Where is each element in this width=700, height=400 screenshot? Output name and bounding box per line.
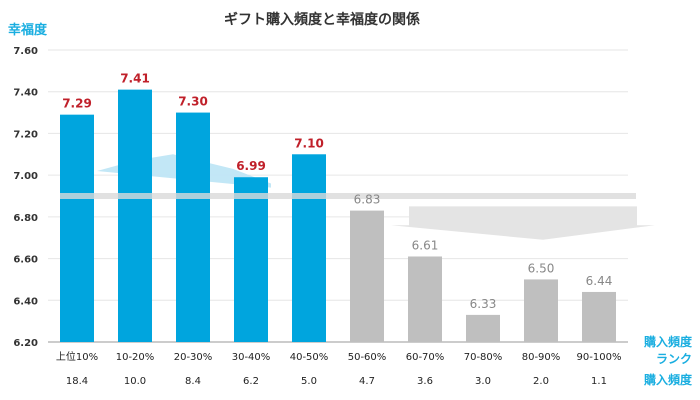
frequency-label: 4.7 (359, 376, 375, 387)
data-label: 6.61 (412, 238, 439, 252)
frequency-labels: 18.4 10.0 8.4 6.2 5.0 4.7 3.6 3.0 2.0 1.1 (66, 376, 607, 387)
bar-10-20% (118, 89, 152, 342)
y-tick-label: 6.80 (13, 213, 38, 224)
bar-90-100% (582, 291, 616, 342)
category-label: 70-80% (464, 352, 503, 363)
data-label: 7.41 (120, 72, 150, 86)
category-labels: 上位10% 10-20% 20-30% 30-40% 40-50% 50-60% 60-70… (56, 350, 622, 363)
y-tick-label: 6.20 (13, 338, 38, 349)
frequency-axis-label: 購入頻度 (643, 372, 693, 387)
data-label: 6.83 (354, 193, 381, 207)
data-label: 7.29 (62, 97, 92, 111)
frequency-label: 2.0 (533, 376, 549, 387)
data-label: 6.99 (236, 159, 266, 173)
frequency-label: 1.1 (591, 376, 607, 387)
frequency-label: 3.6 (417, 376, 433, 387)
chart-title: ギフト購入頻度と幸福度の関係 (224, 11, 420, 28)
y-tick-label: 6.60 (13, 255, 38, 266)
y-axis-label: 幸福度 (8, 22, 48, 38)
data-label: 7.30 (178, 95, 208, 109)
y-tick-label: 7.00 (13, 171, 38, 182)
average-band (60, 193, 636, 199)
data-label: 6.44 (586, 274, 613, 288)
rank-axis-label-line2: ランク (656, 352, 692, 366)
category-label: 80-90% (522, 352, 561, 363)
data-label: 6.50 (528, 261, 555, 275)
category-label: 60-70% (406, 352, 445, 363)
bars (60, 89, 616, 343)
frequency-label: 6.2 (243, 376, 259, 387)
category-label: 10-20% (116, 352, 155, 363)
category-label: 30-40% (232, 352, 271, 363)
data-label: 6.33 (470, 297, 497, 311)
bar-上位10% (60, 114, 94, 343)
y-ticks: 6.20 6.40 6.60 6.80 7.00 7.20 7.40 7.60 (13, 46, 38, 349)
frequency-label: 8.4 (185, 376, 201, 387)
y-tick-label: 7.40 (13, 88, 38, 99)
frequency-label: 10.0 (124, 376, 146, 387)
bar-50-60% (350, 210, 384, 342)
frequency-label: 18.4 (66, 376, 88, 387)
downward-trend-arrow (391, 206, 655, 240)
bar-40-50% (292, 154, 326, 342)
frequency-label: 3.0 (475, 376, 491, 387)
bar-20-30% (176, 112, 210, 342)
bar-30-40% (234, 177, 268, 342)
category-label: 20-30% (174, 352, 213, 363)
data-labels: 7.29 7.41 7.30 6.99 7.10 6.83 6.61 6.33 6.50 6.44 (62, 72, 612, 311)
bar-70-80% (466, 314, 500, 342)
category-label: 50-60% (348, 352, 387, 363)
y-tick-label: 7.20 (13, 129, 38, 140)
category-label: 40-50% (290, 352, 329, 363)
category-label: 90-100% (577, 352, 622, 363)
average-line (60, 193, 636, 199)
category-label: 上位10% (56, 350, 98, 363)
data-label: 7.10 (294, 136, 324, 150)
rank-axis-label-line1: 購入頻度 (643, 334, 693, 349)
frequency-label: 5.0 (301, 376, 317, 387)
y-tick-label: 6.40 (13, 296, 38, 307)
bar-80-90% (524, 279, 558, 342)
y-tick-label: 7.60 (13, 46, 38, 57)
bar-60-70% (408, 256, 442, 342)
